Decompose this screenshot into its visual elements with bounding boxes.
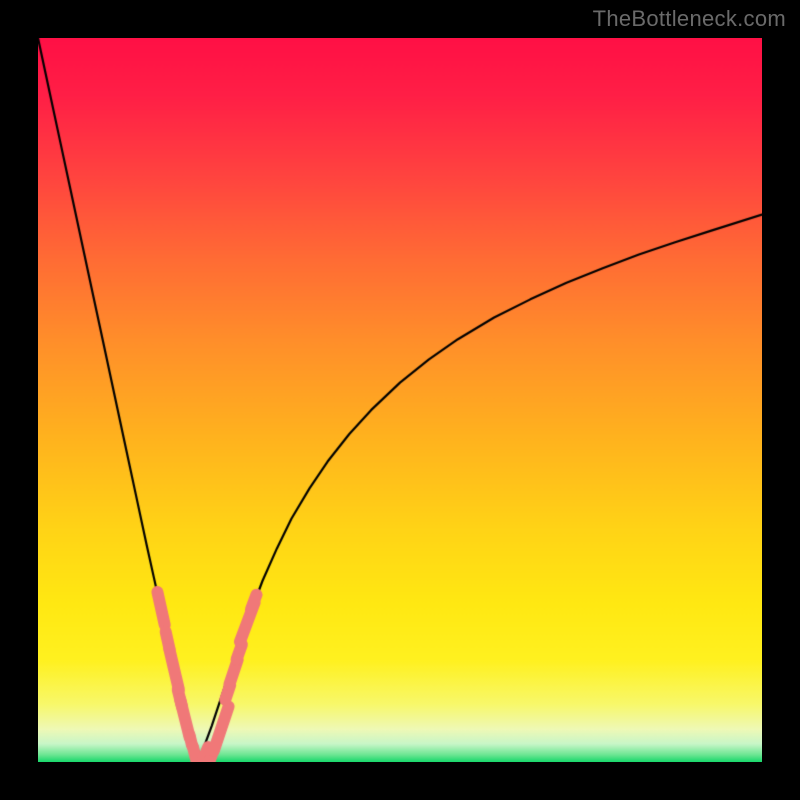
- curve-layer: [38, 38, 762, 762]
- watermark-text: TheBottleneck.com: [593, 6, 786, 32]
- plot-area: [38, 38, 762, 762]
- stage: TheBottleneck.com: [0, 0, 800, 800]
